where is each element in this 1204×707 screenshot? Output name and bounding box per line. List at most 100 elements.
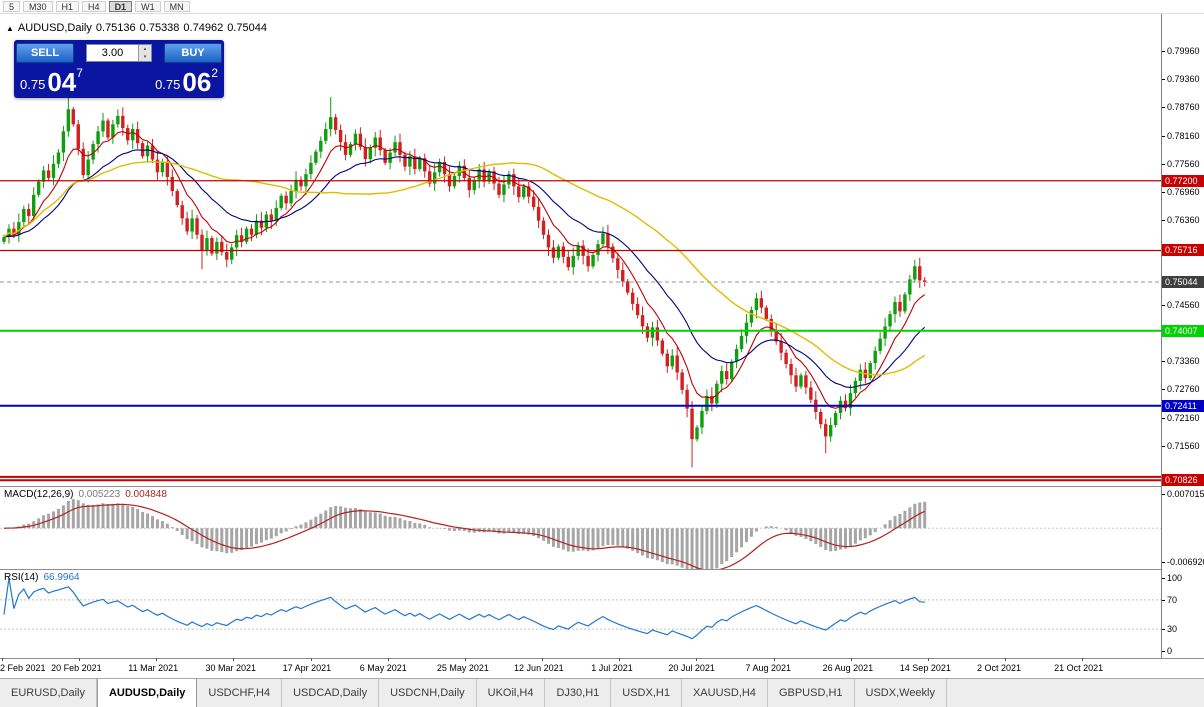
time-axis-label: 2 Feb 2021 <box>0 663 46 673</box>
macd-chart-canvas[interactable] <box>0 487 1161 569</box>
price-level-label: 0.75716 <box>1162 244 1204 257</box>
sell-button[interactable]: SELL <box>16 43 74 63</box>
chart-tab-usdcad[interactable]: USDCAD,Daily <box>282 679 380 707</box>
symbol-marker-icon: ▲ <box>6 24 14 33</box>
time-axis-label: 11 Mar 2021 <box>128 663 179 673</box>
time-axis-tick <box>387 658 389 661</box>
time-axis-label: 17 Apr 2021 <box>282 663 332 673</box>
price-axis-label: 0.76360 <box>1167 215 1200 226</box>
price-axis-label: 0.78160 <box>1167 130 1200 141</box>
time-axis-tick <box>927 658 929 661</box>
price-axis-label: 0.78760 <box>1167 102 1200 113</box>
chart-tab-audusd[interactable]: AUDUSD,Daily <box>96 679 198 707</box>
ohlc-close: 0.75044 <box>227 22 267 34</box>
price-axis-label: -0.006920 <box>1167 556 1204 567</box>
price-axis-tick <box>1162 494 1165 495</box>
price-level-label: 0.74007 <box>1162 324 1204 337</box>
timeframe-toolbar: 5 M30 H1 H4 D1 W1 MN <box>0 0 1204 14</box>
ohlc-high: 0.75338 <box>139 22 180 34</box>
price-axis-label: 0.72160 <box>1167 412 1200 423</box>
rsi-indicator-label: RSI(14) 66.9964 <box>4 572 80 583</box>
price-axis-tick <box>1162 220 1165 222</box>
time-axis-tick <box>2 658 3 661</box>
rsi-name: RSI(14) <box>4 572 39 583</box>
volume-value: 3.00 <box>101 47 124 59</box>
sell-price-display: 0.75 04 7 <box>20 64 83 96</box>
time-axis-tick <box>310 658 312 661</box>
chart-tab-ukoil[interactable]: UKOil,H4 <box>477 679 546 707</box>
price-axis-tick <box>1162 578 1165 579</box>
buy-price-pips: 06 <box>182 67 212 97</box>
time-axis-label: 26 Aug 2021 <box>822 663 874 673</box>
rsi-chart-canvas[interactable] <box>0 570 1161 658</box>
chart-tab-usdchf[interactable]: USDCHF,H4 <box>197 679 283 707</box>
chart-ohlc-header: ▲ AUDUSD,Daily 0.75136 0.75338 0.74962 0.7504… <box>6 22 271 34</box>
price-axis-label: 0.72760 <box>1167 384 1200 395</box>
chart-tab-usdx[interactable]: USDX,H1 <box>611 679 682 707</box>
buy-price-point: 2 <box>211 66 218 80</box>
period-button-5[interactable]: 5 <box>3 1 21 12</box>
time-axis-tick <box>773 658 775 661</box>
chart-tab-dj30[interactable]: DJ30,H1 <box>545 679 612 707</box>
chart-tab-bar: EURUSD,Daily AUDUSD,Daily USDCHF,H4 USDCAD,… <box>0 679 1204 707</box>
volume-stepper[interactable]: 3.00 ▴ ▾ <box>86 44 152 62</box>
price-axis-tick <box>1162 304 1165 306</box>
price-axis-label: 0.77560 <box>1167 158 1200 169</box>
time-axis-label: 1 Jul 2021 <box>591 663 633 673</box>
price-axis-label: 0.71560 <box>1167 440 1200 451</box>
period-button-w1[interactable]: W1 <box>135 1 161 12</box>
volume-decrease-button[interactable]: ▾ <box>143 54 147 60</box>
period-button-mn[interactable]: MN <box>163 1 190 12</box>
period-button-h1[interactable]: H1 <box>55 1 80 12</box>
time-axis-label: 25 May 2021 <box>436 663 489 673</box>
price-axis-label: 0.73360 <box>1167 356 1200 367</box>
price-axis-tick <box>1162 599 1165 601</box>
pane-separator <box>0 658 1204 659</box>
price-axis[interactable]: 0.79960 0.79360 0.78760 0.78160 0.77560 0.769… <box>1161 13 1204 658</box>
buy-button[interactable]: BUY <box>164 43 222 63</box>
time-axis-label: 20 Feb 2021 <box>51 663 102 673</box>
price-axis-tick <box>1162 629 1165 631</box>
pane-separator <box>0 569 1204 570</box>
price-axis-tick <box>1162 417 1165 419</box>
time-axis-label: 2 Oct 2021 <box>976 663 1021 673</box>
ohlc-open: 0.75136 <box>95 22 136 34</box>
price-axis-tick <box>1162 445 1165 447</box>
period-button-h4[interactable]: H4 <box>82 1 106 12</box>
time-axis-tick <box>850 658 852 661</box>
price-axis-label: 30 <box>1167 624 1178 635</box>
volume-increase-button[interactable]: ▴ <box>143 46 147 52</box>
buy-price-prefix: 0.75 <box>155 77 181 92</box>
time-axis[interactable]: 2 Feb 2021 20 Feb 2021 11 Mar 2021 30 Mar 2… <box>0 658 1161 678</box>
chart-tab-usdcnh[interactable]: USDCNH,Daily <box>379 679 477 707</box>
price-axis-label: 0.007015 <box>1167 489 1204 499</box>
time-axis-label: 7 Aug 2021 <box>745 663 792 673</box>
time-axis-tick <box>696 658 698 661</box>
period-button-d1[interactable]: D1 <box>108 1 133 12</box>
price-axis-label: 70 <box>1167 594 1178 605</box>
price-axis-tick <box>1162 135 1165 137</box>
price-level-label: 0.70826 <box>1162 474 1204 487</box>
chart-tab-xauusd[interactable]: XAUUSD,H4 <box>682 679 768 707</box>
time-axis-label: 6 May 2021 <box>359 663 407 673</box>
price-axis-tick <box>1162 79 1165 81</box>
time-axis-tick <box>1004 658 1006 661</box>
price-chart-canvas[interactable] <box>0 13 1161 486</box>
macd-indicator-label: MACD(12,26,9) 0.005223 0.004848 <box>4 489 167 500</box>
chart-tab-eurusd[interactable]: EURUSD,Daily <box>0 679 97 707</box>
time-axis-tick <box>542 658 544 661</box>
period-button-m30[interactable]: M30 <box>23 1 53 12</box>
price-axis-label: 0.79960 <box>1167 46 1200 56</box>
sell-price-point: 7 <box>76 66 83 80</box>
time-axis-tick <box>464 658 466 661</box>
chart-tab-usdx[interactable]: USDX,Weekly <box>855 679 947 707</box>
pane-separator <box>0 486 1204 487</box>
one-click-trading-panel: SELL 3.00 ▴ ▾ BUY 0.75 04 7 0.75 06 2 <box>14 40 224 98</box>
price-axis-tick <box>1162 192 1165 193</box>
price-axis-label: 0.79360 <box>1167 74 1200 85</box>
time-axis-tick <box>619 658 621 661</box>
chart-tab-gbpusd[interactable]: GBPUSD,H1 <box>768 679 855 707</box>
time-axis-tick <box>233 658 235 661</box>
price-axis-tick <box>1162 361 1165 363</box>
time-axis-label: 14 Sep 2021 <box>899 663 951 673</box>
